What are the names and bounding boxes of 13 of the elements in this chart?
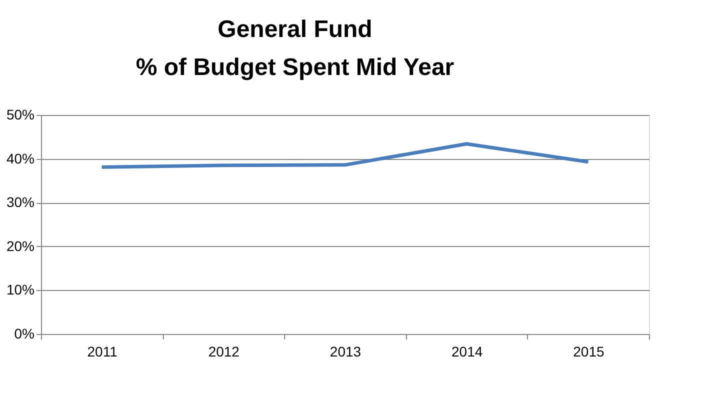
y-tick-label: 10% — [6, 282, 34, 298]
x-tick-label: 2012 — [208, 344, 240, 360]
x-tick-label: 2011 — [87, 344, 118, 360]
y-tick-label: 30% — [6, 194, 34, 210]
chart-title: General Fund % of Budget Spent Mid Year — [136, 16, 454, 81]
y-tick-label: 40% — [6, 150, 34, 166]
y-tick-label: 0% — [14, 326, 34, 342]
y-tick-label: 20% — [6, 238, 34, 254]
line-series — [100, 142, 590, 169]
x-tick-label: 2014 — [452, 344, 483, 360]
x-tick-label: 2015 — [573, 344, 604, 360]
x-tick-label: 2013 — [330, 344, 362, 360]
y-tick-label: 50% — [6, 106, 34, 122]
